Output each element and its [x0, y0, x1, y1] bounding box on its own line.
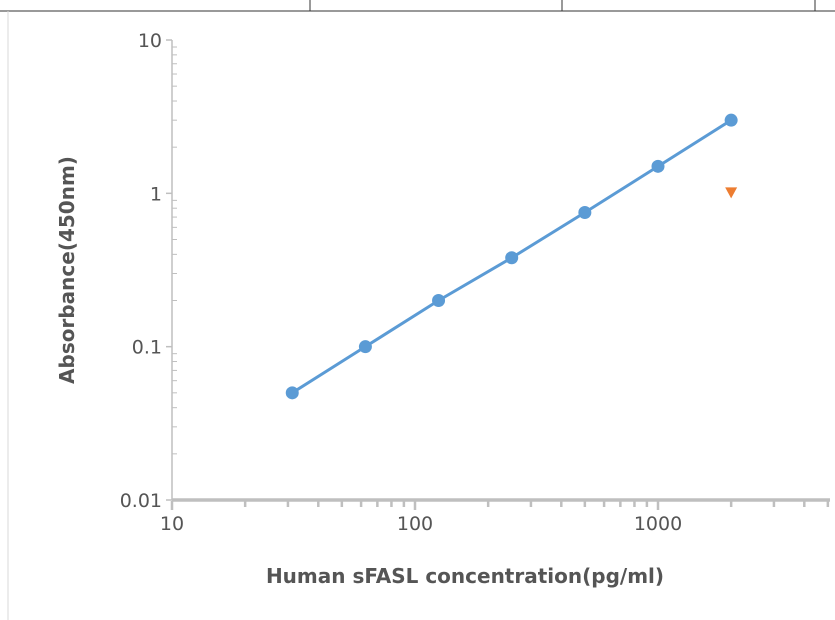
- x-axis-title: Human sFASL concentration(pg/ml): [266, 564, 664, 588]
- y-tick-label: 0.1: [132, 337, 162, 359]
- x-tick-label: 1000: [634, 513, 682, 535]
- data-point: [724, 113, 738, 127]
- x-tick-label: 10: [160, 513, 184, 535]
- y-axis-title: Absorbance(450nm): [55, 156, 79, 384]
- axes: 0.01 0.1 1 10 10 100 1000: [120, 30, 830, 535]
- x-tick-label: 100: [397, 513, 433, 535]
- data-point: [358, 340, 372, 354]
- data-point: [578, 205, 592, 219]
- data-point: [285, 386, 299, 400]
- y-tick-label: 10: [138, 30, 162, 52]
- data-point-triangle: [725, 187, 738, 199]
- plot-area: [285, 113, 738, 400]
- data-point: [505, 251, 519, 265]
- data-point: [432, 294, 446, 308]
- y-tick-label: 1: [150, 183, 162, 205]
- y-tick-label: 0.01: [120, 490, 162, 512]
- data-point: [651, 159, 665, 173]
